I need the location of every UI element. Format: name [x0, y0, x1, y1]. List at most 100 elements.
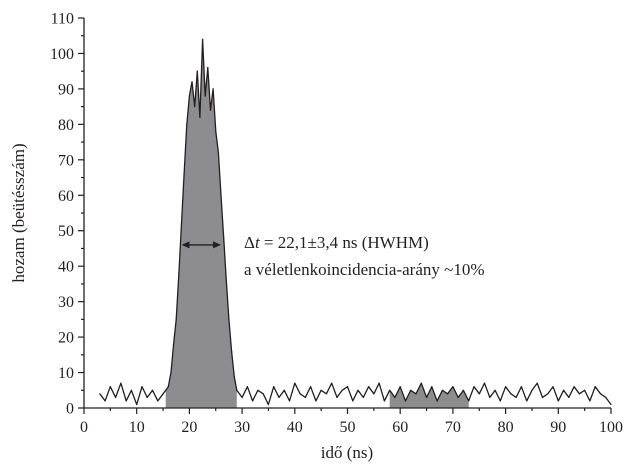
data-point [420, 382, 422, 384]
annotation-t: t [255, 233, 261, 252]
data-point [573, 386, 575, 388]
data-point [362, 396, 364, 398]
x-tick-label: 40 [287, 419, 303, 436]
data-point [531, 389, 533, 391]
data-point [452, 386, 454, 388]
annotation-line-1: Δt = 22,1±3,4 ns (HWHM) [244, 233, 429, 252]
data-point [599, 393, 602, 395]
data-point [341, 389, 343, 391]
data-point [605, 396, 607, 398]
data-point [526, 400, 528, 402]
data-point [217, 152, 219, 154]
data-point [130, 389, 132, 391]
data-point [552, 386, 554, 388]
axes [83, 18, 611, 409]
data-point [223, 237, 225, 239]
data-point [183, 173, 185, 175]
data-point [310, 386, 312, 388]
data-point [196, 70, 198, 72]
data-point [99, 393, 101, 395]
data-point [267, 403, 269, 406]
data-point [489, 396, 491, 398]
data-point [557, 400, 559, 402]
data-point [399, 386, 401, 388]
hwhm-arrow [181, 241, 222, 249]
data-point [505, 386, 507, 388]
data-point [383, 400, 385, 402]
data-point [241, 396, 243, 398]
data-point [515, 396, 517, 398]
data-point [194, 106, 196, 108]
y-tick-label: 100 [50, 46, 74, 63]
data-point [215, 130, 217, 133]
x-tick-label: 70 [445, 419, 461, 436]
data-point [320, 389, 322, 391]
x-tick-label: 90 [550, 419, 566, 436]
y-tick-label: 80 [58, 117, 74, 134]
shaded-region-2 [389, 383, 469, 408]
data-point [462, 389, 464, 391]
data-point [547, 393, 549, 395]
data-point [536, 382, 538, 384]
data-point [170, 371, 172, 374]
data-point [441, 389, 443, 391]
data-point [236, 389, 238, 391]
y-tick-label: 60 [58, 188, 74, 205]
data-point [125, 400, 127, 402]
y-tick-label: 0 [66, 401, 74, 418]
data-point [231, 350, 233, 352]
y-tick-label: 90 [58, 81, 74, 98]
data-point [175, 318, 177, 320]
data-point [447, 393, 449, 395]
data-point [294, 382, 296, 384]
data-point [410, 389, 412, 391]
data-point [173, 343, 175, 345]
data-point [584, 389, 586, 391]
x-tick-label: 30 [234, 419, 250, 436]
data-point [336, 396, 338, 398]
annotation-delta: Δ [244, 233, 255, 252]
data-point [304, 396, 306, 398]
x-tick-label: 20 [181, 419, 197, 436]
shaded-regions [165, 39, 469, 409]
data-point [283, 389, 285, 391]
y-tick-label: 40 [58, 259, 74, 276]
data-point [167, 386, 169, 388]
data-point [404, 400, 407, 402]
data-point [568, 396, 570, 398]
data-point [225, 279, 227, 281]
y-tick-label: 20 [58, 330, 74, 347]
data-point [186, 123, 188, 125]
data-point [199, 116, 201, 118]
x-tick-label: 50 [340, 419, 356, 436]
data-point [436, 400, 438, 402]
y-ticks: 0 10 20 30 40 50 60 70 80 90 100 110 [50, 11, 84, 418]
data-point [299, 393, 301, 395]
x-tick-label: 10 [129, 419, 145, 436]
arrow-head-right [213, 241, 222, 249]
shaded-region-1 [165, 39, 237, 409]
data-point [252, 400, 254, 402]
data-point [473, 386, 475, 388]
x-axis-title: idő (ns) [321, 443, 373, 462]
data-point [104, 400, 106, 402]
data-point [483, 382, 486, 384]
data-point [541, 396, 544, 398]
x-tick-label: 0 [80, 419, 88, 436]
data-point [520, 386, 523, 388]
data-point [415, 393, 417, 395]
y-tick-label: 110 [51, 11, 74, 28]
data-point [257, 389, 259, 391]
data-point [315, 400, 317, 402]
data-point [510, 393, 512, 395]
data-point [589, 400, 591, 402]
data-point [594, 386, 596, 388]
x-tick-label: 80 [498, 419, 514, 436]
y-axis-title: hozam (beütésszám) [9, 143, 28, 282]
series-layer [99, 38, 612, 406]
data-point [246, 386, 248, 388]
data-point [141, 386, 143, 388]
data-point [204, 95, 206, 97]
data-point [202, 38, 204, 40]
